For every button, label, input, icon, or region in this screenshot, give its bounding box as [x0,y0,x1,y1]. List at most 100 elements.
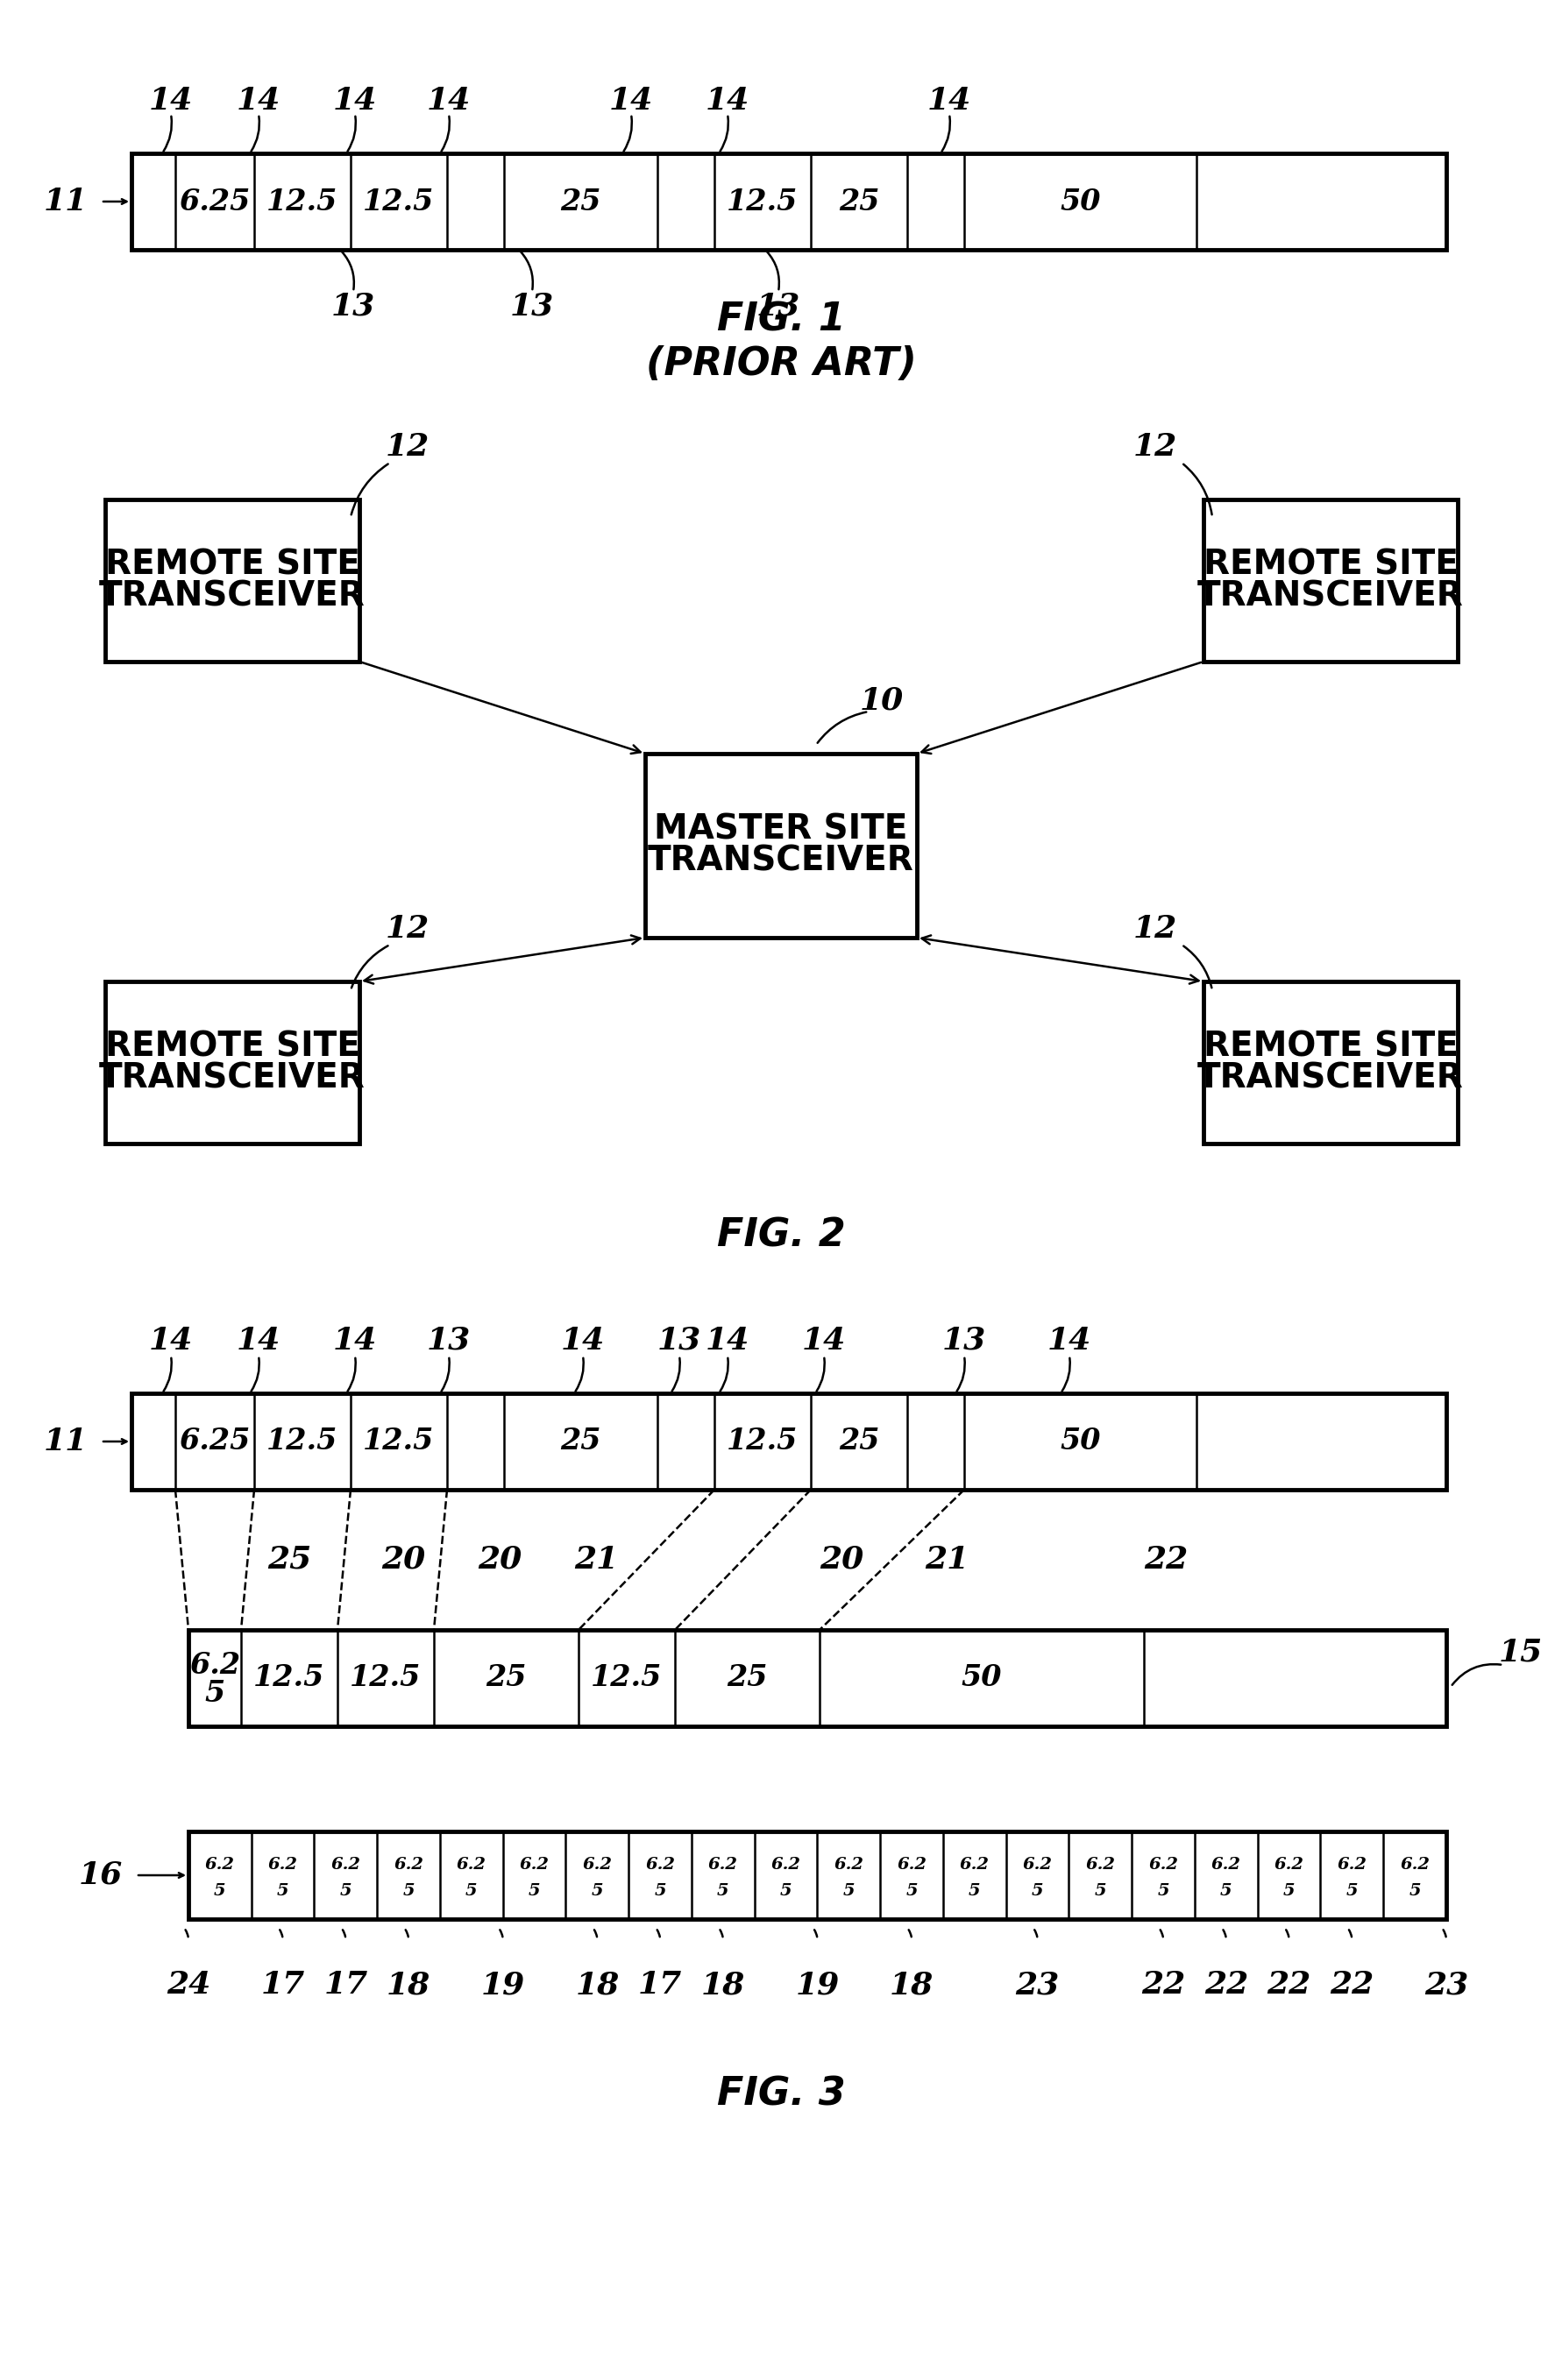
Text: 5: 5 [214,1883,226,1899]
Text: 18: 18 [386,1971,431,1999]
Text: 22: 22 [1143,1545,1187,1576]
Text: 13: 13 [756,293,800,321]
Bar [1203,981,1457,1142]
Text: 6.2: 6.2 [834,1856,864,1873]
Bar [131,152,1445,250]
Bar [105,500,359,662]
Text: 12.5: 12.5 [726,188,798,217]
Text: 12.5: 12.5 [267,188,337,217]
Text: 6.2: 6.2 [897,1856,926,1873]
Text: 23: 23 [1423,1971,1467,1999]
Text: 50: 50 [961,1664,1001,1692]
Text: 14: 14 [1047,1326,1090,1357]
Text: 12.5: 12.5 [362,188,434,217]
Text: 25: 25 [726,1664,767,1692]
Text: 19: 19 [795,1971,839,1999]
Text: 12: 12 [386,914,430,945]
Text: 14: 14 [236,86,281,117]
Text: 14: 14 [801,1326,845,1357]
Text: 6.2: 6.2 [770,1856,800,1873]
Text: 6.2: 6.2 [583,1856,612,1873]
Text: 20: 20 [381,1545,425,1576]
Text: 6.2: 6.2 [1148,1856,1178,1873]
Text: 18: 18 [701,1971,745,1999]
Text: TRANSCEIVER: TRANSCEIVER [648,845,914,878]
Text: FIG. 2: FIG. 2 [717,1216,845,1254]
Text: 12: 12 [1132,433,1176,462]
Text: 5: 5 [528,1883,540,1899]
Text: (PRIOR ART): (PRIOR ART) [645,345,915,383]
Text: 25: 25 [267,1545,311,1576]
Text: 14: 14 [609,86,653,117]
Text: 14: 14 [333,86,376,117]
Text: REMOTE SITE: REMOTE SITE [105,1031,359,1064]
Text: 12.5: 12.5 [350,1664,422,1692]
Text: 22: 22 [1267,1971,1311,1999]
Text: 6.2: 6.2 [1022,1856,1051,1873]
Text: TRANSCEIVER: TRANSCEIVER [1196,1061,1464,1095]
Text: 5: 5 [590,1883,603,1899]
Text: 5: 5 [1157,1883,1168,1899]
Text: TRANSCEIVER: TRANSCEIVER [98,1061,366,1095]
Text: 12.5: 12.5 [590,1664,662,1692]
Text: REMOTE SITE: REMOTE SITE [1203,1031,1457,1064]
Bar [105,981,359,1142]
Text: 5: 5 [779,1883,792,1899]
Text: 5: 5 [1282,1883,1295,1899]
Text: 50: 50 [1059,1428,1100,1457]
Text: 25: 25 [561,188,601,217]
Text: 5: 5 [1407,1883,1420,1899]
Text: 6.2: 6.2 [1211,1856,1240,1873]
Text: REMOTE SITE: REMOTE SITE [105,547,359,581]
Text: MASTER SITE: MASTER SITE [654,814,908,847]
Text: 21: 21 [573,1545,617,1576]
Text: 20: 20 [818,1545,864,1576]
Text: 12.5: 12.5 [362,1428,434,1457]
Text: 6.2: 6.2 [267,1856,297,1873]
Text: TRANSCEIVER: TRANSCEIVER [98,581,366,614]
Text: 21: 21 [925,1545,968,1576]
Bar [131,1392,1445,1490]
Text: 6.2: 6.2 [1337,1856,1367,1873]
Text: 14: 14 [236,1326,281,1357]
Text: TRANSCEIVER: TRANSCEIVER [1196,581,1464,614]
Text: 6.2: 6.2 [519,1856,548,1873]
Text: 14: 14 [704,86,750,117]
Text: 5: 5 [1031,1883,1043,1899]
Text: 25: 25 [839,188,879,217]
Text: 6.25: 6.25 [180,1428,250,1457]
Text: 6.2: 6.2 [456,1856,486,1873]
Text: 6.2: 6.2 [205,1856,234,1873]
Bar [189,1630,1445,1726]
Text: 6.2: 6.2 [645,1856,675,1873]
Text: 5: 5 [842,1883,854,1899]
Text: FIG. 3: FIG. 3 [717,2075,845,2113]
Text: 6.2: 6.2 [708,1856,737,1873]
Text: 12.5: 12.5 [267,1428,337,1457]
Bar [645,754,917,938]
Text: REMOTE SITE: REMOTE SITE [1203,547,1457,581]
Text: 17: 17 [261,1971,305,1999]
Text: 13: 13 [426,1326,470,1357]
Text: 5: 5 [968,1883,979,1899]
Text: 14: 14 [148,1326,192,1357]
Text: 20: 20 [478,1545,522,1576]
Text: 5: 5 [276,1883,289,1899]
Text: 24: 24 [166,1971,211,1999]
Text: 25: 25 [561,1428,601,1457]
Text: 5: 5 [339,1883,351,1899]
Text: 13: 13 [509,293,555,321]
Bar [189,1833,1445,1918]
Text: 14: 14 [148,86,192,117]
Text: 16: 16 [78,1861,123,1890]
Text: 5: 5 [654,1883,665,1899]
Text: 10: 10 [859,685,903,716]
Text: 5: 5 [1345,1883,1357,1899]
Text: 6.2: 6.2 [1086,1856,1115,1873]
Text: 25: 25 [486,1664,526,1692]
Text: 6.2: 6.2 [1273,1856,1303,1873]
Text: 50: 50 [1059,188,1100,217]
Text: FIG. 1: FIG. 1 [717,300,845,338]
Text: 5: 5 [205,1680,225,1709]
Text: 15: 15 [1498,1637,1542,1666]
